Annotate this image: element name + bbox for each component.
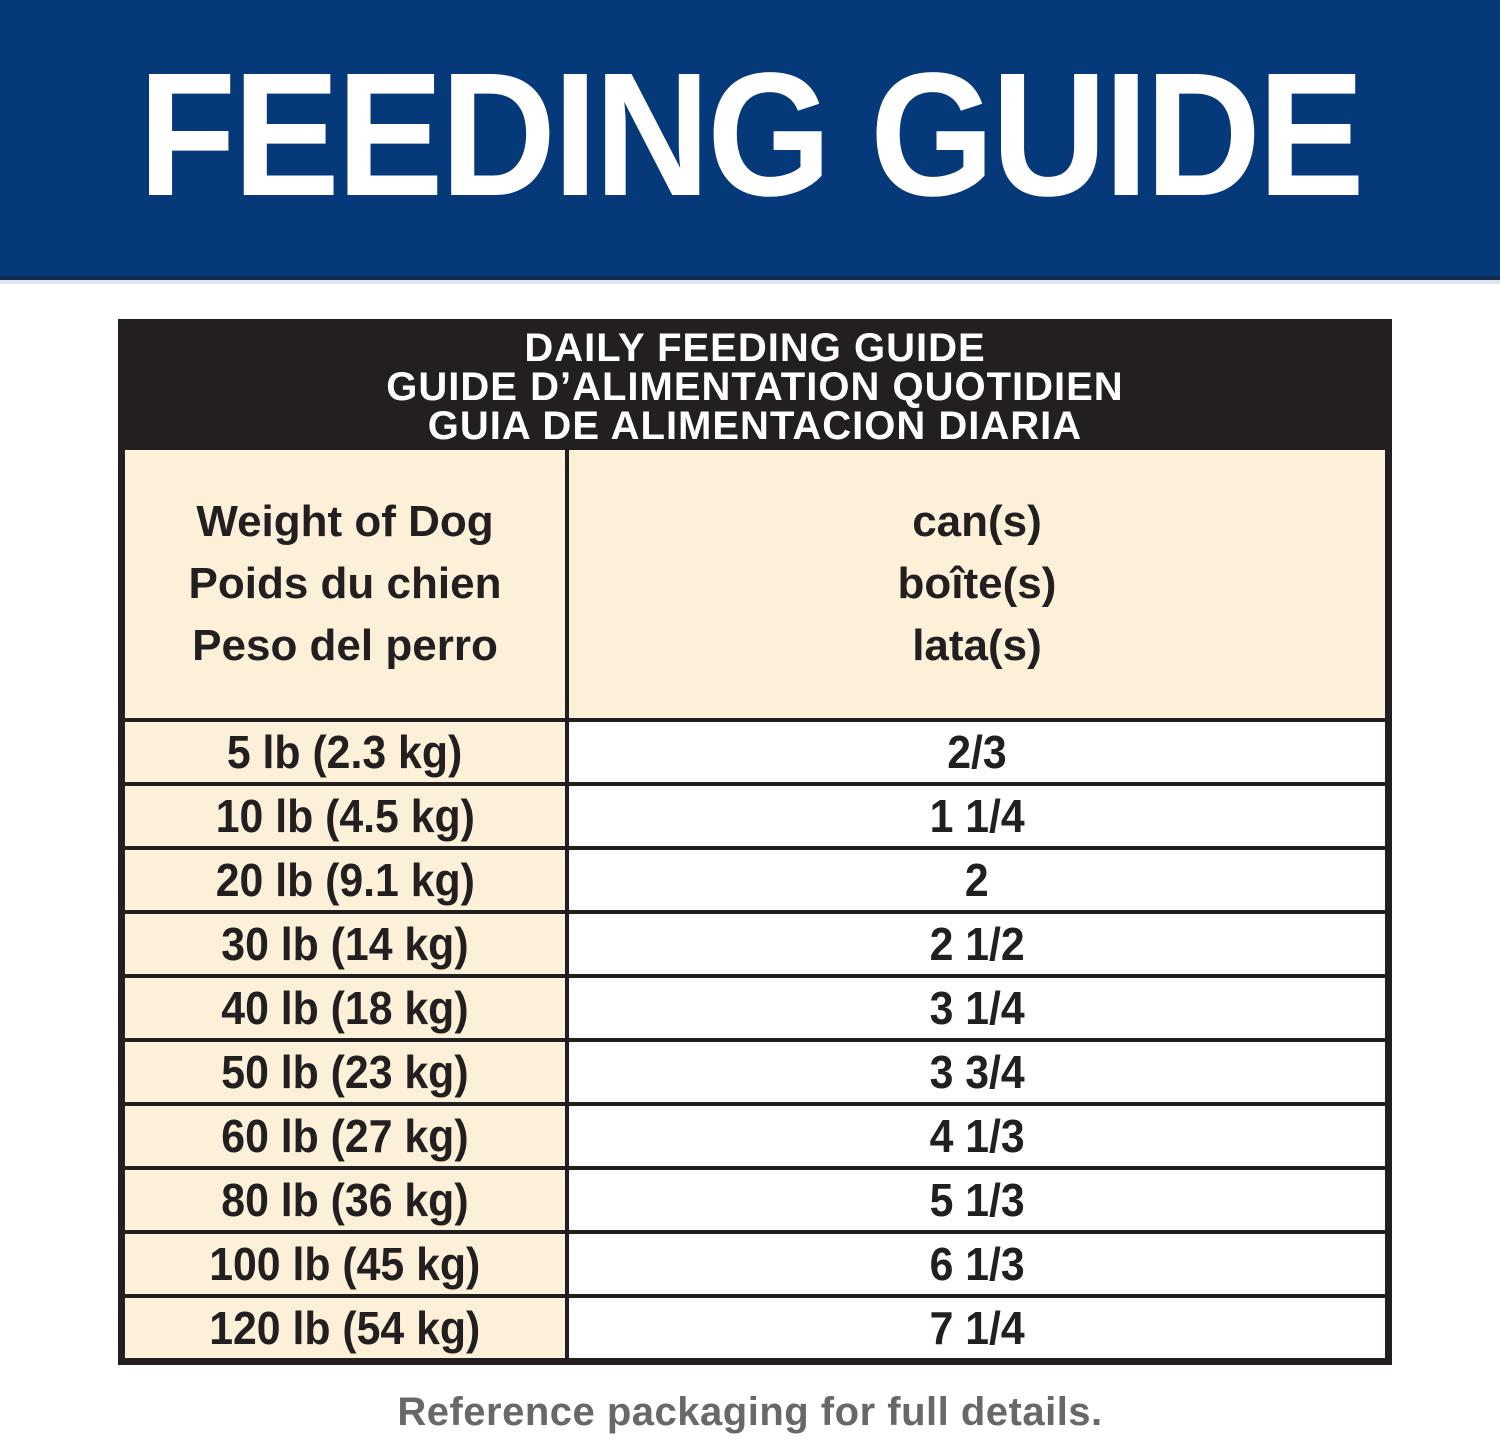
page-title: FEEDING GUIDE bbox=[138, 35, 1364, 233]
weight-cell: 100 lb (45 kg) bbox=[125, 1234, 569, 1294]
table-title: DAILY FEEDING GUIDE GUIDE D’ALIMENTATION… bbox=[125, 326, 1385, 450]
cans-cell: 2/3 bbox=[569, 722, 1385, 782]
weight-value: 100 lb (45 kg) bbox=[209, 1238, 481, 1290]
cans-cell: 7 1/4 bbox=[569, 1298, 1385, 1358]
footer-note: Reference packaging for full details. bbox=[397, 1390, 1103, 1434]
weight-cell: 50 lb (23 kg) bbox=[125, 1042, 569, 1102]
table-row: 30 lb (14 kg) 2 1/2 bbox=[125, 910, 1385, 974]
weight-header-spanish: Peso del perro bbox=[192, 621, 498, 670]
daily-feeding-table: DAILY FEEDING GUIDE GUIDE D’ALIMENTATION… bbox=[118, 319, 1392, 1365]
table-header-row: Weight of Dog Poids du chien Peso del pe… bbox=[125, 450, 1385, 718]
table-row: 20 lb (9.1 kg) 2 bbox=[125, 846, 1385, 910]
table-title-line-spanish: GUIA DE ALIMENTACION DIARIA bbox=[427, 404, 1083, 448]
table-row: 120 lb (54 kg) 7 1/4 bbox=[125, 1294, 1385, 1358]
cans-value: 3 1/4 bbox=[929, 982, 1025, 1034]
cans-cell: 1 1/4 bbox=[569, 786, 1385, 846]
cans-cell: 2 1/2 bbox=[569, 914, 1385, 974]
weight-cell: 120 lb (54 kg) bbox=[125, 1298, 569, 1358]
cans-cell: 3 3/4 bbox=[569, 1042, 1385, 1102]
weight-value: 30 lb (14 kg) bbox=[221, 918, 469, 970]
weight-cell: 80 lb (36 kg) bbox=[125, 1170, 569, 1230]
cans-cell: 2 bbox=[569, 850, 1385, 910]
weight-value: 80 lb (36 kg) bbox=[221, 1174, 469, 1226]
cans-value: 6 1/3 bbox=[929, 1238, 1025, 1290]
cans-column-header: can(s) boîte(s) lata(s) bbox=[569, 450, 1385, 718]
weight-cell: 5 lb (2.3 kg) bbox=[125, 722, 569, 782]
table-row: 80 lb (36 kg) 5 1/3 bbox=[125, 1166, 1385, 1230]
table-row: 10 lb (4.5 kg) 1 1/4 bbox=[125, 782, 1385, 846]
weight-value: 120 lb (54 kg) bbox=[209, 1302, 481, 1354]
weight-value: 10 lb (4.5 kg) bbox=[215, 790, 475, 842]
cans-value: 5 1/3 bbox=[929, 1174, 1025, 1226]
cans-header-spanish: lata(s) bbox=[912, 621, 1042, 670]
weight-cell: 60 lb (27 kg) bbox=[125, 1106, 569, 1166]
cans-header-english: can(s) bbox=[912, 497, 1042, 546]
weight-value: 5 lb (2.3 kg) bbox=[227, 726, 463, 778]
cans-cell: 6 1/3 bbox=[569, 1234, 1385, 1294]
feeding-guide-banner: FEEDING GUIDE bbox=[0, 0, 1500, 280]
weight-cell: 10 lb (4.5 kg) bbox=[125, 786, 569, 846]
cans-cell: 5 1/3 bbox=[569, 1170, 1385, 1230]
weight-header-french: Poids du chien bbox=[188, 559, 502, 608]
weight-header-english: Weight of Dog bbox=[196, 497, 494, 546]
table-row: 60 lb (27 kg) 4 1/3 bbox=[125, 1102, 1385, 1166]
table-row: 5 lb (2.3 kg) 2/3 bbox=[125, 718, 1385, 782]
table-body: 5 lb (2.3 kg) 2/3 10 lb (4.5 kg) 1 1/4 20 lb… bbox=[125, 718, 1385, 1358]
cans-value: 4 1/3 bbox=[929, 1110, 1025, 1162]
weight-value: 20 lb (9.1 kg) bbox=[215, 854, 475, 906]
weight-column-header: Weight of Dog Poids du chien Peso del pe… bbox=[125, 450, 569, 718]
weight-value: 60 lb (27 kg) bbox=[221, 1110, 469, 1162]
weight-cell: 40 lb (18 kg) bbox=[125, 978, 569, 1038]
cans-value: 2 1/2 bbox=[929, 918, 1025, 970]
weight-cell: 30 lb (14 kg) bbox=[125, 914, 569, 974]
cans-value: 3 3/4 bbox=[929, 1046, 1025, 1098]
table-row: 100 lb (45 kg) 6 1/3 bbox=[125, 1230, 1385, 1294]
cans-header-french: boîte(s) bbox=[897, 559, 1057, 608]
table-title-line-french: GUIDE D’ALIMENTATION QUOTIDIEN bbox=[386, 365, 1124, 409]
table-row: 50 lb (23 kg) 3 3/4 bbox=[125, 1038, 1385, 1102]
weight-value: 40 lb (18 kg) bbox=[221, 982, 469, 1034]
cans-cell: 4 1/3 bbox=[569, 1106, 1385, 1166]
weight-value: 50 lb (23 kg) bbox=[221, 1046, 469, 1098]
table-title-line-english: DAILY FEEDING GUIDE bbox=[524, 326, 986, 370]
cans-value: 2/3 bbox=[947, 726, 1007, 778]
cans-value: 7 1/4 bbox=[929, 1302, 1025, 1354]
daily-feeding-guide-section: DAILY FEEDING GUIDE GUIDE D’ALIMENTATION… bbox=[118, 319, 1392, 1365]
cans-value: 2 bbox=[965, 854, 989, 906]
cans-cell: 3 1/4 bbox=[569, 978, 1385, 1038]
cans-value: 1 1/4 bbox=[929, 790, 1025, 842]
weight-cell: 20 lb (9.1 kg) bbox=[125, 850, 569, 910]
table-row: 40 lb (18 kg) 3 1/4 bbox=[125, 974, 1385, 1038]
